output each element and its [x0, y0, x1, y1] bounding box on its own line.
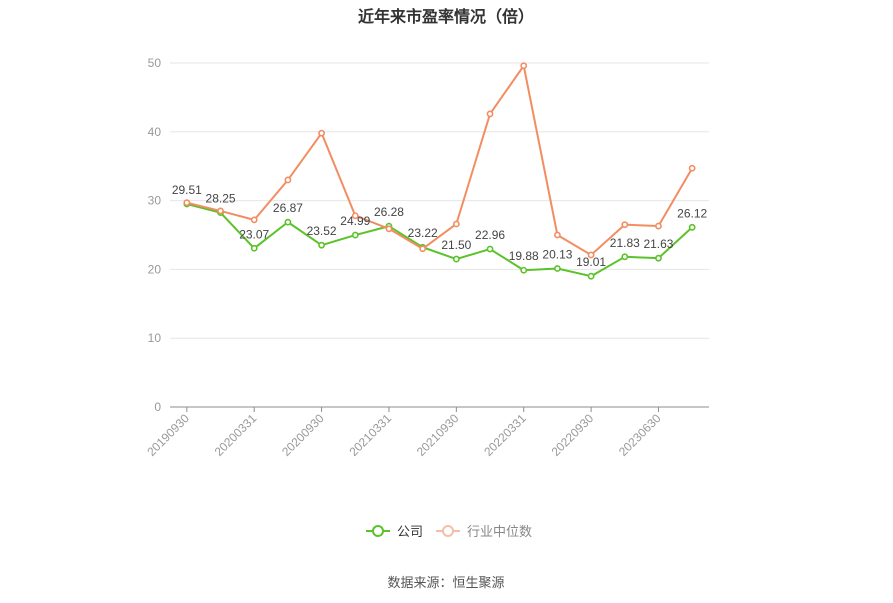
y-tick-label: 50: [148, 56, 162, 70]
data-label-company-15: 26.12: [677, 206, 707, 220]
chart-title: 近年来市盈率情况（倍）: [358, 7, 534, 26]
point-company-2: [250, 244, 258, 252]
x-tick-label: 20220930: [549, 411, 597, 459]
point-industry-median-3: [284, 176, 292, 184]
y-tick-label: 20: [148, 262, 162, 276]
point-company-15: [688, 223, 696, 231]
point-company-5: [351, 231, 359, 239]
data-label-company-9: 22.96: [475, 228, 505, 242]
data-label-company-6: 26.28: [374, 205, 404, 219]
legend-item-company[interactable]: 公司: [366, 524, 423, 539]
data-label-company-10: 19.88: [509, 249, 539, 263]
data-label-company-1: 28.25: [206, 192, 236, 206]
data-label-company-2: 23.07: [239, 227, 269, 241]
data-label-company-14: 21.63: [643, 237, 673, 251]
point-industry-median-13: [621, 221, 629, 229]
y-tick-label: 10: [148, 331, 162, 345]
point-industry-median-8: [452, 220, 460, 228]
point-industry-median-1: [217, 207, 224, 215]
x-tick-label: 20200930: [279, 411, 327, 459]
y-tick-label: 0: [154, 400, 161, 414]
series-layer: [183, 62, 696, 280]
data-label-company-0: 29.51: [172, 183, 202, 197]
data-label-company-13: 21.83: [610, 236, 640, 250]
legend: 公司 行业中位数: [366, 524, 532, 539]
point-industry-median-10: [520, 62, 528, 70]
point-industry-median-4: [318, 129, 325, 137]
legend-marker-company: [372, 525, 384, 537]
legend-label-industry-median: 行业中位数: [467, 524, 532, 539]
point-industry-median-2: [250, 216, 258, 224]
data-label-company-4: 23.52: [307, 224, 337, 238]
point-company-4: [318, 241, 325, 249]
point-company-10: [520, 266, 528, 274]
point-industry-median-15: [688, 164, 696, 172]
point-industry-median-6: [385, 225, 393, 233]
point-industry-median-5: [351, 212, 359, 220]
series-line-industry-median: [186, 64, 694, 256]
data-label-company-3: 26.87: [273, 201, 303, 215]
data-label-company-5: 24.99: [340, 214, 370, 228]
data-label-company-12: 19.01: [576, 255, 606, 269]
data-label-company-11: 20.13: [542, 248, 572, 262]
data-label-company-8: 21.50: [441, 238, 471, 252]
grid-layer: [170, 62, 709, 339]
point-company-8: [452, 255, 460, 263]
point-company-9: [486, 245, 494, 253]
point-company-13: [621, 253, 629, 261]
point-industry-median-9: [486, 110, 494, 118]
x-tick-label: 20200331: [212, 411, 260, 459]
point-industry-median-0: [183, 199, 191, 207]
source-note: 数据来源：恒生聚源: [387, 575, 504, 590]
point-industry-median-12: [587, 251, 595, 259]
point-company-3: [284, 218, 292, 226]
point-company-12: [587, 272, 595, 280]
point-industry-median-14: [655, 222, 662, 230]
y-tick-label: 30: [148, 194, 162, 208]
x-tick-label: 20190930: [144, 411, 192, 459]
x-tick-label: 20230630: [616, 411, 664, 459]
legend-marker-industry-median: [442, 525, 454, 537]
point-company-11: [554, 265, 561, 272]
data-label-company-7: 23.22: [408, 226, 438, 240]
point-industry-median-11: [554, 231, 561, 239]
legend-label-company: 公司: [397, 524, 423, 539]
x-tick-label: 20210930: [414, 411, 462, 459]
series-line-company: [186, 203, 693, 278]
point-company-14: [655, 254, 662, 262]
legend-item-industry-median[interactable]: 行业中位数: [436, 524, 532, 539]
point-industry-median-7: [419, 245, 427, 253]
y-tick-label: 40: [148, 125, 162, 139]
x-tick-label: 20210331: [346, 411, 394, 459]
x-tick-label: 20220331: [481, 411, 529, 459]
